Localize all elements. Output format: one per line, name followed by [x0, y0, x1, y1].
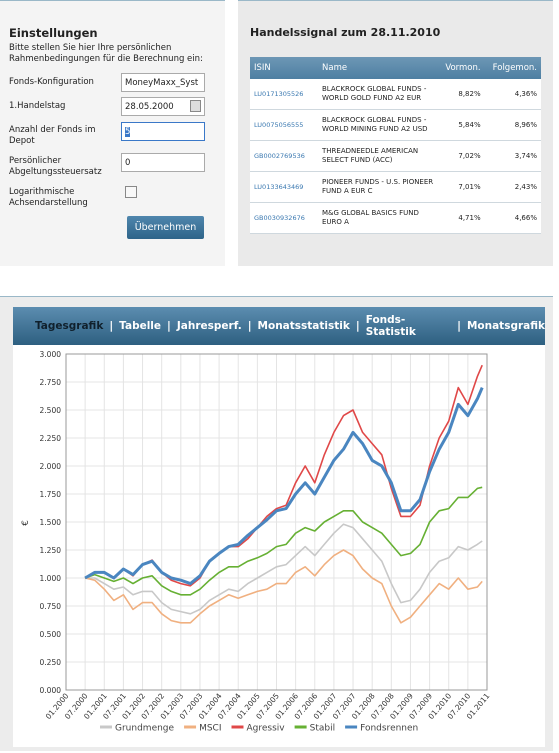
series-line [84, 549, 483, 624]
percent-cell: 4,66% [484, 202, 541, 234]
submit-button[interactable]: Übernehmen [127, 216, 204, 239]
date-input[interactable]: 28.05.2000 [121, 97, 205, 116]
tab[interactable]: Fonds-Statistik [365, 314, 416, 338]
isin-link[interactable]: GB0002769536 [250, 140, 318, 172]
fund-name: PIONEER FUNDS - U.S. PIONEER FUND A EUR … [318, 171, 438, 203]
text-input[interactable]: MoneyMaxx_Syst [121, 73, 205, 92]
table-row: LU0075056555 BLACKROCK GLOBAL FUNDS - WOR… [250, 109, 541, 141]
tab-separator: | [109, 320, 114, 332]
signal-panel: Handelssignal zum 28.11.2010 ISIN Name Vor… [238, 0, 553, 266]
table-header: ISIN Name Vormon. Folgemon. [250, 57, 541, 79]
fund-name: M&G GLOBAL BASICS FUND EURO A [318, 202, 438, 234]
tab-separator: | [457, 320, 461, 332]
selected-text: 5 [125, 127, 131, 137]
fund-name: BLACKROCK GLOBAL FUNDS - WORLD MINING FU… [318, 109, 438, 141]
field-label: 1.Handelstag [9, 101, 66, 111]
tab[interactable]: Tagesgrafik [35, 320, 104, 332]
percent-cell: 2,43% [484, 171, 541, 203]
number-input[interactable]: 5 [121, 122, 205, 141]
table-row: LU0171305526 BLACKROCK GLOBAL FUNDS - WOR… [250, 79, 541, 110]
legend-label: Stabil [310, 724, 335, 734]
percent-cell: 8,82% [438, 79, 485, 110]
plot-border [65, 353, 488, 691]
legend-label: Agressiv [246, 724, 285, 734]
y-tick-label: 1.000 [40, 574, 62, 583]
tab-bar: Tagesgrafik | Tabelle | Jahresperf. | Monatsst… [13, 307, 545, 345]
calendar-icon[interactable] [190, 100, 201, 112]
y-tick-label: 1.500 [40, 518, 62, 527]
y-tick-label: 0.750 [40, 602, 62, 611]
series-line [84, 486, 483, 596]
column-header: Name [318, 57, 438, 79]
settings-intro: Bitte stellen Sie hier Ihre persönlichen… [9, 43, 203, 64]
isin-link[interactable]: LU0075056555 [250, 109, 318, 141]
field-label: Anzahl der Fonds im Depot [9, 125, 96, 146]
percent-cell: 5,84% [438, 109, 485, 141]
fund-name: THREADNEEDLE AMERICAN SELECT FUND (ACC) [318, 140, 438, 172]
y-tick-label: 2.500 [40, 406, 62, 415]
column-header: ISIN [250, 57, 318, 79]
table-row: LU0133643469 PIONEER FUNDS - U.S. PIONEER… [250, 171, 541, 203]
tab-separator: | [167, 320, 171, 332]
table-row: GB0002769536 THREADNEEDLE AMERICAN SELECT… [250, 140, 541, 172]
table-body: LU0171305526 BLACKROCK GLOBAL FUNDS - WOR… [250, 79, 541, 234]
y-tick-label: 0.000 [40, 686, 62, 695]
signal-title: Handelssignal zum 28.11.2010 [250, 26, 441, 39]
tab[interactable]: Monatsgrafik [466, 320, 545, 332]
isin-link[interactable]: GB0030932676 [250, 202, 318, 234]
tab-separator: | [247, 320, 252, 332]
series-line [84, 387, 484, 586]
y-tick-label: 1.250 [40, 546, 62, 555]
isin-link[interactable]: LU0171305526 [250, 79, 318, 110]
settings-panel: Einstellungen Bitte stellen Sie hier Ihr… [0, 0, 225, 266]
chart: 0.000 0.250 0.500 0.750 1.000 1.250 1.500 1.750… [13, 345, 545, 747]
legend-label: Grundmenge [115, 724, 175, 734]
y-tick-label: 3.000 [40, 350, 62, 359]
settings-title: Einstellungen [9, 26, 98, 40]
percent-cell: 4,71% [438, 202, 485, 234]
checkbox[interactable] [125, 186, 137, 198]
y-tick-label: 0.250 [40, 658, 62, 667]
percent-cell: 7,01% [438, 171, 485, 203]
table-row: GB0030932676 M&G GLOBAL BASICS FUND EURO … [250, 202, 541, 234]
number-input[interactable]: 0 [121, 153, 205, 172]
percent-cell: 7,02% [438, 140, 485, 172]
series-line [84, 364, 483, 587]
y-axis-label: € [21, 520, 31, 526]
y-tick-label: 2.250 [40, 434, 62, 443]
field-label: Fonds-Konfiguration [9, 77, 94, 87]
percent-cell: 4,36% [484, 79, 541, 110]
isin-link[interactable]: LU0133643469 [250, 171, 318, 203]
fund-name: BLACKROCK GLOBAL FUNDS - WORLD GOLD FUND… [318, 79, 438, 110]
tab[interactable]: Jahresperf. [176, 320, 242, 332]
signal-table: ISIN Name Vormon. Folgemon. LU0171305526 BLA… [250, 57, 541, 234]
tab-separator: | [355, 320, 360, 332]
column-header: Folgemon. [484, 57, 541, 79]
y-tick-label: 2.000 [40, 462, 62, 471]
y-tick-label: 1.750 [40, 490, 62, 499]
series-line [85, 523, 483, 615]
percent-cell: 8,96% [484, 109, 541, 141]
legend-label: MSCI [199, 724, 221, 734]
y-tick-label: 0.500 [40, 630, 62, 639]
legend-label: Fondsrennen [360, 724, 418, 734]
percent-cell: 3,74% [484, 140, 541, 172]
tab[interactable]: Monatsstatistik [257, 320, 350, 332]
tab[interactable]: Tabelle [119, 320, 162, 332]
field-label: Persönlicher Abgeltungssteuersatz [9, 156, 102, 177]
y-tick-label: 2.750 [40, 378, 62, 387]
checkbox-label: Logarithmische Achsendarstellung [9, 187, 88, 208]
column-header: Vormon. [438, 57, 485, 79]
